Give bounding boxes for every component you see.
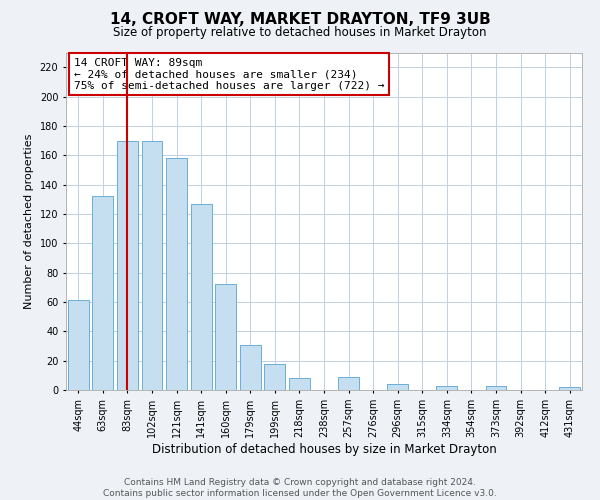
Text: 14 CROFT WAY: 89sqm
← 24% of detached houses are smaller (234)
75% of semi-detac: 14 CROFT WAY: 89sqm ← 24% of detached ho… bbox=[74, 58, 384, 91]
Bar bbox=[338, 377, 359, 390]
Text: 14, CROFT WAY, MARKET DRAYTON, TF9 3UB: 14, CROFT WAY, MARKET DRAYTON, TF9 3UB bbox=[110, 12, 490, 28]
Bar bbox=[117, 140, 138, 390]
Bar bbox=[387, 384, 408, 390]
Bar bbox=[92, 196, 113, 390]
Bar bbox=[142, 140, 163, 390]
Bar bbox=[215, 284, 236, 390]
Bar bbox=[265, 364, 286, 390]
Text: Contains HM Land Registry data © Crown copyright and database right 2024.
Contai: Contains HM Land Registry data © Crown c… bbox=[103, 478, 497, 498]
Bar bbox=[559, 387, 580, 390]
Text: Size of property relative to detached houses in Market Drayton: Size of property relative to detached ho… bbox=[113, 26, 487, 39]
Bar bbox=[485, 386, 506, 390]
Bar bbox=[166, 158, 187, 390]
Bar bbox=[240, 344, 261, 390]
Bar bbox=[289, 378, 310, 390]
Bar bbox=[68, 300, 89, 390]
Bar bbox=[191, 204, 212, 390]
Y-axis label: Number of detached properties: Number of detached properties bbox=[24, 134, 34, 309]
X-axis label: Distribution of detached houses by size in Market Drayton: Distribution of detached houses by size … bbox=[152, 442, 496, 456]
Bar bbox=[436, 386, 457, 390]
